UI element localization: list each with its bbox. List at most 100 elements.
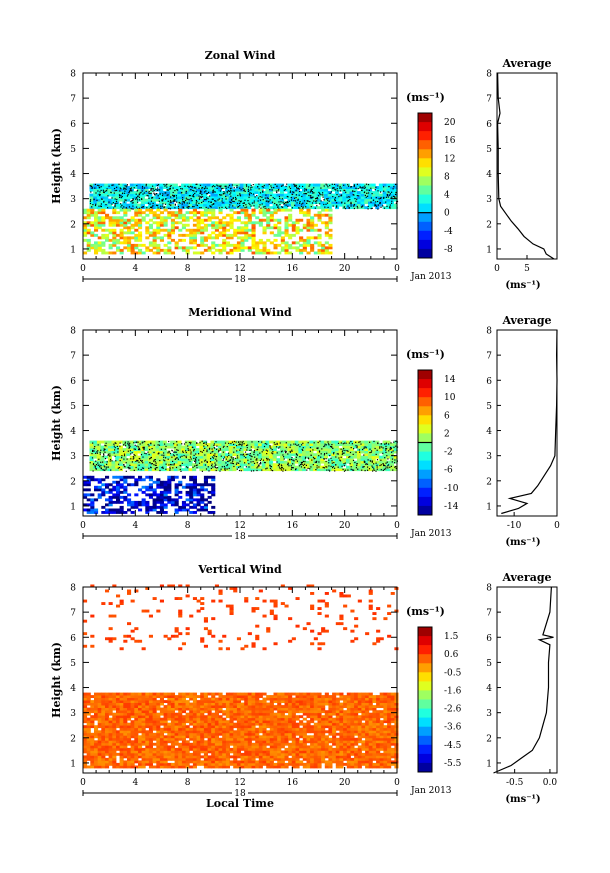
heat-cell [364,448,369,451]
heat-cell [119,236,124,240]
zero-contour-mark [359,187,361,189]
zero-contour-mark [107,207,109,209]
heat-cell [159,201,164,205]
zero-contour-mark [110,469,112,471]
zero-contour-mark [316,205,318,207]
zero-contour-mark [374,447,376,450]
zero-contour-mark [302,464,304,466]
heat-cell [250,440,255,444]
heat-cell [93,206,98,210]
heat-cell [210,458,215,462]
heat-cell [196,488,201,492]
zero-contour-mark [379,203,381,205]
zero-contour-mark [116,445,118,447]
zero-contour-mark [201,451,203,453]
heat-cell [295,221,300,225]
zero-contour-mark [364,461,366,463]
heat-cell [152,211,157,215]
heat-cell [181,226,186,230]
heat-cell [217,453,222,457]
heat-cell [93,453,98,457]
zero-contour-mark [156,204,158,206]
heat-cell [173,206,178,210]
heat-cell [294,206,299,210]
heat-cell [170,228,175,232]
zero-contour-mark [315,198,317,200]
zero-contour-mark [349,463,351,465]
heat-cell [283,206,288,210]
heat-cell [302,445,307,449]
heat-cell [115,450,120,454]
heat-cell [236,443,241,446]
heat-cell [173,453,178,457]
heat-cell [129,455,134,459]
heat-cell [152,500,157,504]
heat-cell [151,465,156,469]
heat-cell [196,251,201,255]
heat-cell [83,757,88,761]
zero-contour-mark [310,206,312,208]
heatmap-cells [83,584,399,769]
x-tick-label: 0 [80,264,86,274]
heat-cell [167,490,172,494]
heat-cell [255,248,260,252]
zero-contour-mark [211,463,213,465]
heat-cell [178,505,183,509]
heat-cell [276,458,281,462]
heat-cell [244,233,249,237]
heat-cell [357,465,362,469]
zero-contour-mark [169,464,172,466]
zero-contour-mark [124,185,126,187]
zero-contour-mark [214,455,216,457]
zero-contour-mark [150,189,152,191]
heat-cell [144,201,149,205]
zero-contour-mark [204,464,206,466]
heat-cell [94,211,99,215]
heat-cell [324,468,329,472]
heat-cell [313,453,318,457]
heat-cell [269,201,274,205]
heat-cell [151,203,156,207]
heat-cell [148,211,153,215]
zero-contour-mark [239,202,241,204]
heat-cell [368,206,373,210]
heat-cell [122,188,127,192]
zero-contour-mark [382,469,384,471]
zero-contour-mark [107,453,109,455]
heat-cell [254,203,259,207]
heat-cell [83,715,88,719]
zero-contour-mark [265,194,267,196]
heat-cell [156,493,161,497]
heat-cell [134,223,139,227]
zero-contour-mark [374,205,376,207]
zero-contour-mark [195,200,197,202]
heat-cell [122,448,127,451]
heat-cell [335,445,340,449]
zero-contour-mark [97,462,99,464]
zero-contour-mark [276,185,278,187]
zero-contour-mark [190,458,192,460]
heat-cell [255,251,260,255]
zero-contour-mark [252,184,254,186]
heat-cell [112,241,117,245]
heat-cell [170,213,175,217]
heat-cell [321,246,326,250]
zero-contour-mark [277,465,279,467]
heat-cell [90,762,95,766]
zero-contour-mark [327,443,330,445]
zero-contour-mark [128,445,130,447]
heat-cell [173,198,178,202]
heat-cell [217,468,222,472]
zero-contour-mark [151,463,153,465]
zero-contour-mark [129,190,131,192]
heat-cell [331,465,336,469]
heat-cell [266,238,271,242]
zero-contour-mark [212,192,214,194]
heat-cell [221,465,226,469]
heat-cell [349,448,354,451]
heat-cell [181,233,186,237]
heat-cell [192,213,197,217]
heat-cell [173,443,178,446]
heat-cell [181,248,186,252]
heat-cell [310,226,315,230]
